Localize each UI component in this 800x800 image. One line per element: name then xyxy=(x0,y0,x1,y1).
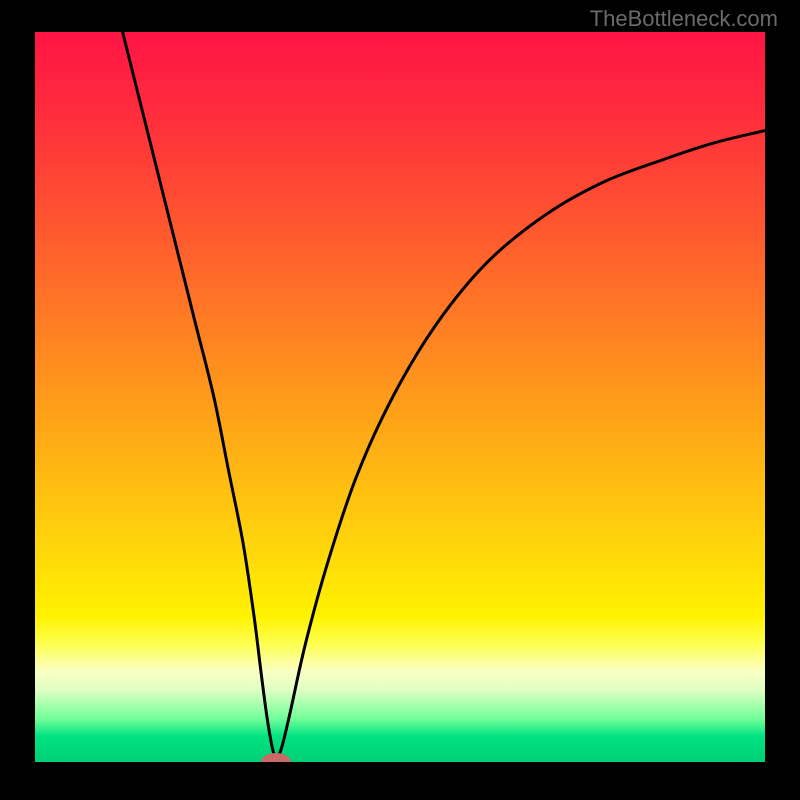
watermark-text: TheBottleneck.com xyxy=(590,6,778,32)
chart-stage: TheBottleneck.com xyxy=(0,0,800,800)
chart-svg xyxy=(0,0,800,800)
gradient-plot-area xyxy=(35,32,765,762)
